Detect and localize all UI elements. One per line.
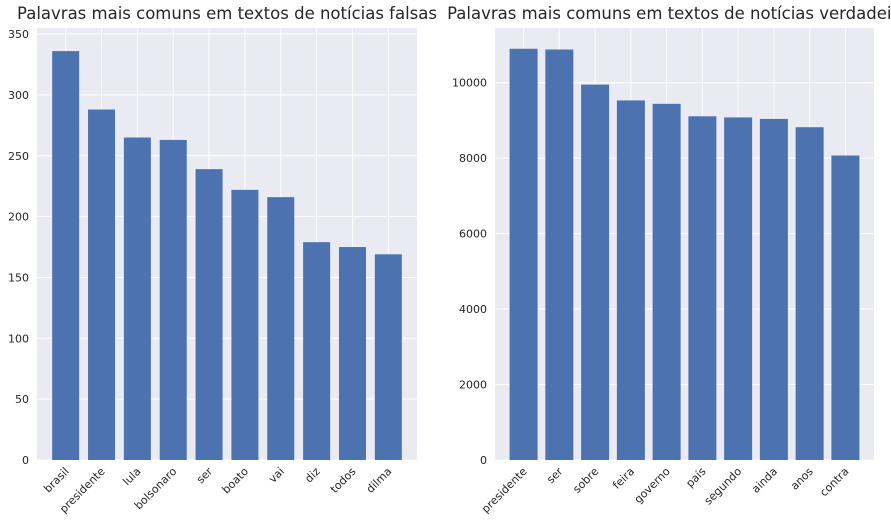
bar-true-segundo <box>724 117 753 461</box>
bar-true-governo <box>652 103 681 460</box>
bar-true-país <box>688 116 717 460</box>
y-tick-label-true: 10000 <box>452 77 487 90</box>
x-tick-label-true: segundo <box>702 465 745 508</box>
x-tick-label-fake: dilma <box>364 465 395 496</box>
x-tick-label-true: país <box>683 465 708 490</box>
x-tick-label-fake: lula <box>120 465 143 488</box>
bar-fake-boato <box>231 189 259 460</box>
bar-true-ser <box>545 49 574 460</box>
y-tick-label-true: 0 <box>480 454 487 467</box>
x-tick-label-true: sobre <box>570 465 601 496</box>
x-tick-label-true: ainda <box>749 465 780 496</box>
bar-fake-vai <box>267 197 295 460</box>
y-tick-label-true: 4000 <box>459 303 487 316</box>
x-tick-label-true: anos <box>788 465 816 493</box>
true-news-chart: 0 2000 4000 6000 8000 10000 presidente ser sobre… <box>447 4 891 516</box>
x-tick-label-true: ser <box>544 465 566 487</box>
chart-title-true: Palavras mais comuns em textos de notíci… <box>447 4 891 23</box>
y-tick-label-fake: 200 <box>8 211 29 224</box>
bar-true-ainda <box>759 118 788 460</box>
bar-true-anos <box>795 127 824 460</box>
chart-title-fake: Palavras mais comuns em textos de notíci… <box>17 4 437 23</box>
bar-fake-dilma <box>374 254 402 460</box>
x-tick-label-fake: boato <box>220 465 252 497</box>
y-tick-label-fake: 0 <box>22 454 29 467</box>
x-tick-label-fake: diz <box>302 465 323 486</box>
y-tick-label-true: 2000 <box>459 379 487 392</box>
bar-true-contra <box>831 155 860 460</box>
x-tick-label-true: presidente <box>479 465 530 516</box>
y-tick-label-true: 8000 <box>459 152 487 165</box>
x-tick-label-fake: ser <box>194 465 216 487</box>
y-tick-label-true: 6000 <box>459 228 487 241</box>
bar-fake-todos <box>338 247 366 460</box>
bar-fake-bolsonaro <box>159 139 187 460</box>
bar-true-feira <box>616 100 645 460</box>
x-tick-label-fake: vai <box>266 465 287 486</box>
y-tick-label-fake: 300 <box>8 89 29 102</box>
x-tick-label-true: feira <box>610 465 637 492</box>
x-tick-label-true: governo <box>632 465 673 506</box>
bar-fake-brasil <box>52 51 80 461</box>
x-tick-label-true: contra <box>817 465 851 499</box>
y-tick-label-fake: 50 <box>15 393 29 406</box>
bar-fake-diz <box>303 242 331 460</box>
bar-fake-ser <box>195 169 223 460</box>
y-tick-label-fake: 100 <box>8 332 29 345</box>
y-tick-label-fake: 350 <box>8 28 29 41</box>
y-tick-label-fake: 150 <box>8 271 29 284</box>
x-tick-label-fake: brasil <box>41 465 71 495</box>
x-tick-label-fake: todos <box>328 465 359 496</box>
bar-fake-lula <box>123 137 151 461</box>
y-tick-label-fake: 250 <box>8 150 29 163</box>
bar-fake-presidente <box>88 109 116 460</box>
bar-true-sobre <box>581 84 610 461</box>
bar-true-presidente <box>509 48 538 460</box>
